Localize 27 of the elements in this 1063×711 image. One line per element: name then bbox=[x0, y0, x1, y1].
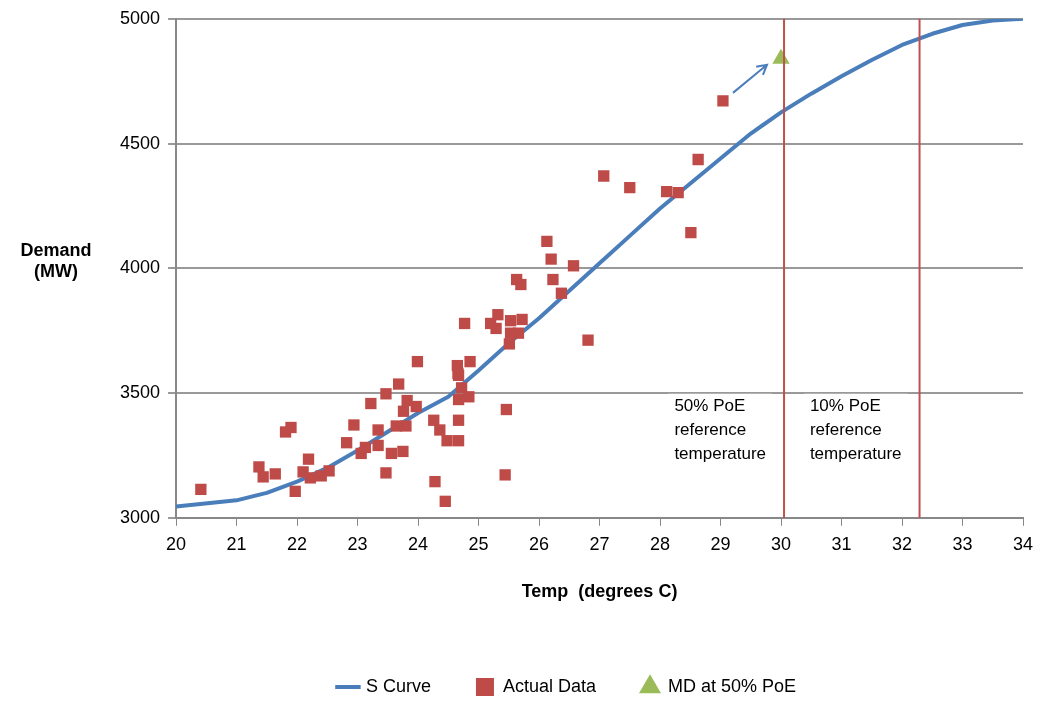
x-tick-label: 22 bbox=[287, 533, 308, 554]
y-axis-title: Demand (MW) bbox=[19, 240, 93, 283]
x-tick-label: 26 bbox=[529, 533, 550, 554]
y-tick-label: 4000 bbox=[120, 257, 161, 278]
y-tick-label: 3000 bbox=[120, 506, 161, 527]
legend-label: Actual Data bbox=[502, 675, 597, 696]
legend-label: S Curve bbox=[365, 675, 431, 696]
x-tick-label: 21 bbox=[226, 533, 247, 554]
x-tick-label: 25 bbox=[468, 533, 489, 554]
ref-line-label: 10% PoE reference temperature bbox=[809, 395, 902, 463]
x-tick-label: 24 bbox=[408, 533, 429, 554]
x-tick-label: 30 bbox=[771, 533, 792, 554]
x-tick-label: 20 bbox=[166, 533, 187, 554]
x-tick-label: 34 bbox=[1012, 533, 1034, 554]
x-tick-label: 27 bbox=[589, 533, 610, 554]
legend-label: MD at 50% PoE bbox=[668, 675, 797, 696]
y-tick-label: 5000 bbox=[120, 7, 161, 28]
x-tick-label: 33 bbox=[952, 533, 973, 554]
x-tick-label: 28 bbox=[650, 533, 671, 554]
y-tick-label: 3500 bbox=[120, 382, 161, 403]
x-tick-label: 29 bbox=[710, 533, 731, 554]
x-axis-title: Temp (degrees C) bbox=[521, 581, 678, 602]
x-tick-label: 23 bbox=[347, 533, 368, 554]
ref-line-label: 50% PoE reference temperature bbox=[674, 395, 767, 463]
x-tick-label: 32 bbox=[891, 533, 913, 554]
x-tick-label: 31 bbox=[831, 533, 852, 554]
y-tick-label: 4500 bbox=[120, 132, 161, 153]
